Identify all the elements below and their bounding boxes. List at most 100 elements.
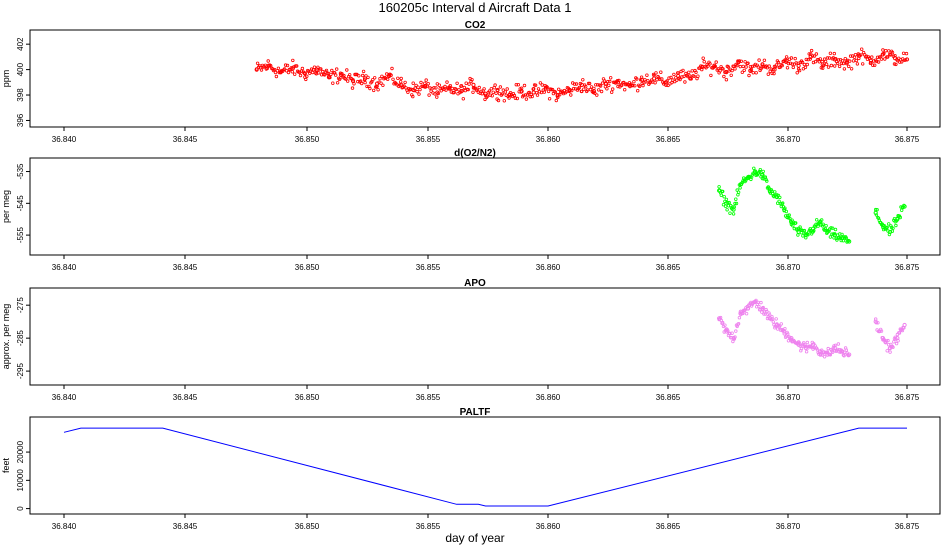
scatter-point-0 [335, 67, 339, 71]
scatter-point-0 [391, 77, 395, 81]
scatter-point-0 [746, 61, 750, 65]
scatter-point-0 [789, 56, 794, 60]
scatter-point-2 [729, 336, 734, 340]
scatter-point-0 [855, 62, 860, 66]
x-axis-label: day of year [445, 531, 505, 545]
scatter-point-0 [861, 62, 865, 66]
scatter-point-0 [859, 53, 863, 57]
scatter-point-0 [512, 93, 517, 98]
panel-title-0: CO2 [465, 20, 486, 31]
scatter-point-0 [411, 94, 415, 99]
scatter-point-0 [286, 70, 291, 75]
x-tick-label-0-7: 36.875 [895, 135, 920, 144]
scatter-point-1 [794, 221, 798, 225]
scatter-point-2 [721, 320, 725, 325]
scatter-point-0 [344, 77, 348, 81]
scatter-point-0 [569, 93, 573, 97]
scatter-point-2 [770, 317, 775, 321]
scatter-point-1 [833, 227, 838, 232]
scatter-point-0 [847, 64, 851, 69]
scatter-point-0 [681, 68, 685, 73]
scatter-point-0 [461, 97, 465, 101]
scatter-point-0 [770, 71, 774, 76]
scatter-point-0 [687, 70, 691, 74]
scatter-point-0 [780, 63, 784, 68]
scatter-point-0 [738, 64, 742, 69]
scatter-point-0 [501, 88, 505, 92]
scatter-point-0 [450, 86, 454, 91]
x-tick-label-3-0: 36.840 [52, 522, 77, 531]
scatter-point-0 [458, 90, 462, 95]
scatter-point-0 [467, 82, 471, 86]
scatter-point-2 [783, 327, 787, 331]
scatter-point-0 [802, 62, 807, 67]
scatter-point-0 [818, 57, 822, 61]
x-tick-label-2-3: 36.855 [416, 393, 441, 402]
scatter-point-2 [733, 335, 737, 339]
scatter-point-1 [781, 201, 785, 205]
scatter-point-0 [459, 83, 464, 88]
x-tick-label-1-7: 36.875 [895, 263, 920, 272]
scatter-point-0 [255, 61, 260, 65]
scatter-point-1 [726, 200, 730, 205]
scatter-point-0 [310, 70, 315, 75]
scatter-point-0 [870, 55, 874, 59]
series-line-3 [63, 427, 907, 507]
x-tick-label-0-4: 36.860 [536, 135, 561, 144]
scatter-point-0 [378, 76, 382, 81]
x-tick-label-3-7: 36.875 [895, 522, 920, 531]
scatter-point-0 [322, 73, 327, 77]
scatter-point-2 [876, 321, 880, 325]
scatter-point-0 [340, 71, 344, 76]
scatter-point-2 [826, 346, 830, 351]
scatter-point-0 [577, 85, 582, 90]
scatter-point-0 [840, 59, 845, 63]
scatter-point-0 [496, 98, 501, 103]
scatter-point-2 [892, 340, 896, 344]
scatter-point-0 [443, 84, 447, 89]
scatter-point-0 [386, 77, 390, 81]
scatter-point-2 [749, 304, 754, 308]
scatter-point-2 [757, 304, 761, 309]
scatter-point-0 [848, 54, 853, 58]
scatter-point-0 [675, 78, 679, 82]
scatter-point-0 [399, 80, 403, 84]
scatter-point-0 [491, 90, 495, 94]
scatter-point-1 [804, 235, 808, 240]
scatter-point-0 [793, 56, 797, 61]
scatter-point-0 [304, 77, 308, 82]
x-tick-label-0-2: 36.850 [295, 135, 320, 144]
scatter-point-0 [690, 69, 694, 73]
scatter-point-0 [682, 74, 686, 79]
x-tick-label-3-1: 36.845 [173, 522, 198, 531]
scatter-point-0 [350, 86, 355, 90]
scatter-point-0 [754, 71, 758, 75]
scatter-point-2 [754, 298, 758, 303]
scatter-point-0 [348, 73, 352, 77]
scatter-point-2 [732, 337, 736, 341]
scatter-point-0 [664, 83, 668, 87]
scatter-point-0 [352, 82, 356, 86]
scatter-point-2 [891, 345, 895, 349]
scatter-point-0 [312, 65, 317, 69]
scatter-point-0 [652, 73, 656, 78]
scatter-point-0 [557, 87, 561, 91]
x-tick-label-2-6: 36.870 [776, 393, 801, 402]
scatter-point-0 [283, 63, 288, 67]
scatter-point-0 [580, 89, 584, 94]
scatter-point-0 [821, 66, 825, 70]
scatter-point-1 [900, 208, 904, 212]
x-tick-label-0-3: 36.855 [416, 135, 441, 144]
scatter-point-2 [767, 311, 771, 315]
scatter-point-2 [728, 331, 732, 336]
scatter-point-0 [319, 67, 323, 71]
scatter-point-2 [779, 322, 783, 326]
scatter-point-0 [493, 83, 497, 87]
scatter-point-0 [875, 59, 879, 64]
scatter-point-0 [822, 63, 826, 68]
scatter-point-0 [616, 84, 620, 89]
scatter-point-0 [406, 90, 410, 94]
panel-title-3: PALTF [460, 407, 491, 418]
scatter-point-2 [804, 350, 809, 354]
scatter-point-1 [884, 226, 889, 230]
